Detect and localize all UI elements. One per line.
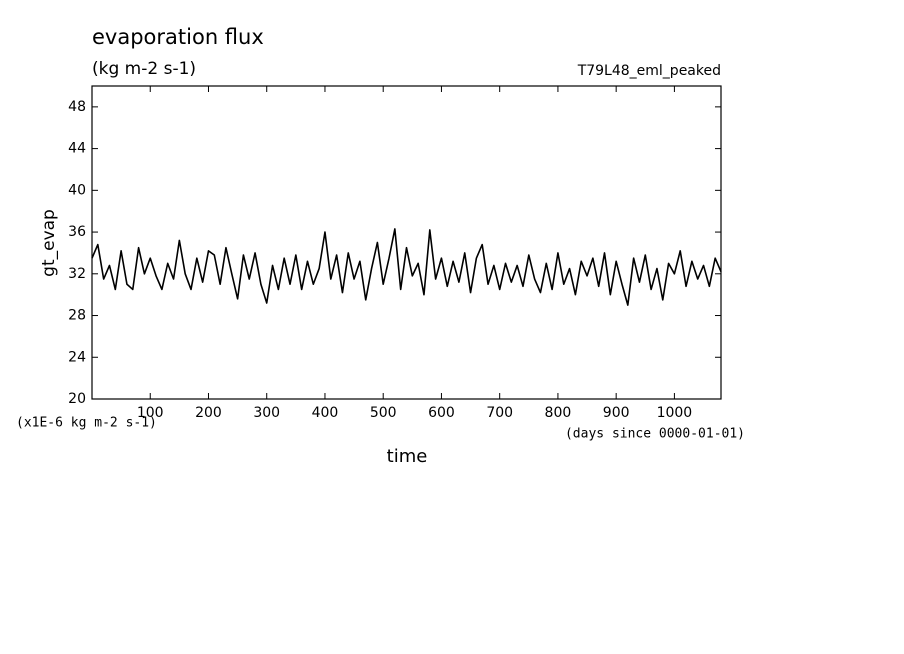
y-tick-label: 36 <box>68 224 86 240</box>
y-tick-label: 20 <box>68 391 86 407</box>
chart-subtitle: (kg m-2 s-1) <box>92 59 196 79</box>
x-tick-label: 900 <box>603 405 630 421</box>
x-tick-label: 100 <box>137 405 164 421</box>
x-tick-label: 200 <box>195 405 222 421</box>
y-axis-label: gt_evap <box>39 209 59 277</box>
y-tick-label: 44 <box>68 141 86 157</box>
y-tick-label: 40 <box>68 182 86 198</box>
x-tick-label: 400 <box>312 405 339 421</box>
x-tick-label: 700 <box>486 405 513 421</box>
y-tick-label: 24 <box>68 349 86 365</box>
y-tick-label: 28 <box>68 308 86 324</box>
x-tick-label: 500 <box>370 405 397 421</box>
x-tick-label: 800 <box>545 405 572 421</box>
x-tick-label: 300 <box>253 405 280 421</box>
x-unit: (days since 0000-01-01) <box>565 427 745 442</box>
x-tick-label: 1000 <box>657 405 693 421</box>
y-unit: (x1E-6 kg m-2 s-1) <box>16 416 157 431</box>
chart-title: evaporation flux <box>92 25 264 49</box>
x-tick-label: 600 <box>428 405 455 421</box>
x-axis-label: time <box>387 446 428 467</box>
data-line <box>91 228 722 306</box>
y-tick-label: 48 <box>68 99 86 115</box>
annotation: T79L48_eml_peaked <box>577 63 721 79</box>
y-tick-label: 32 <box>68 266 86 282</box>
plot-frame <box>91 85 722 400</box>
